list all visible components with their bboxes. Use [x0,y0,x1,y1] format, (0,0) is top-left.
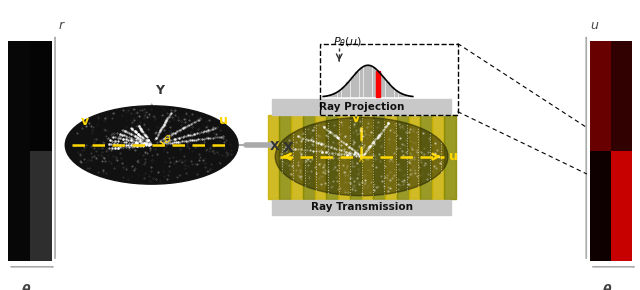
Bar [329,95,333,97]
Bar [399,93,403,97]
Bar [326,115,338,199]
Bar [385,115,397,199]
Text: X: X [283,141,294,155]
Bar [272,99,451,115]
Bar [303,115,314,199]
Bar [397,115,409,199]
Bar [338,90,342,97]
Text: u: u [449,150,458,162]
Bar [320,44,458,115]
Bar [272,200,451,215]
Bar [432,115,444,199]
Bar [403,95,407,97]
Bar [362,115,373,199]
Bar [373,115,385,199]
Text: $u$: $u$ [590,19,600,32]
Text: Y: Y [156,84,164,97]
Bar [372,68,376,97]
Bar [355,72,359,97]
Bar [394,90,398,97]
Circle shape [275,117,448,196]
Bar [346,82,350,97]
Bar [351,77,355,97]
Bar [342,87,346,97]
Text: $\boldsymbol{\theta}$: $\boldsymbol{\theta}$ [20,283,31,290]
Bar [386,82,390,97]
Bar [364,66,368,97]
Text: Ray Transmission: Ray Transmission [310,202,413,213]
Text: $r$: $r$ [58,19,65,32]
Text: Ray Projection: Ray Projection [319,102,404,112]
Bar [324,96,328,97]
Bar [338,115,350,199]
Text: u: u [219,114,228,127]
Bar [444,115,456,199]
Text: k: k [358,154,364,164]
Text: $\theta$: $\theta$ [163,133,172,145]
Bar [409,115,420,199]
Bar [368,66,372,97]
Circle shape [65,106,238,184]
Bar [420,115,432,199]
Bar [408,96,412,97]
Text: X: X [270,140,280,153]
Text: v: v [351,112,360,125]
Text: $P_\theta(u)$: $P_\theta(u)$ [333,36,362,49]
Bar [291,115,303,199]
Bar [279,115,291,199]
Bar [333,93,337,97]
Text: v: v [81,115,90,128]
Bar [390,87,394,97]
Bar [350,115,362,199]
Bar [376,70,380,97]
Bar [377,72,381,97]
Bar [314,115,326,199]
Bar [381,77,385,97]
Bar [360,68,364,97]
Text: $\boldsymbol{\theta}$: $\boldsymbol{\theta}$ [602,283,612,290]
Bar [268,115,279,199]
